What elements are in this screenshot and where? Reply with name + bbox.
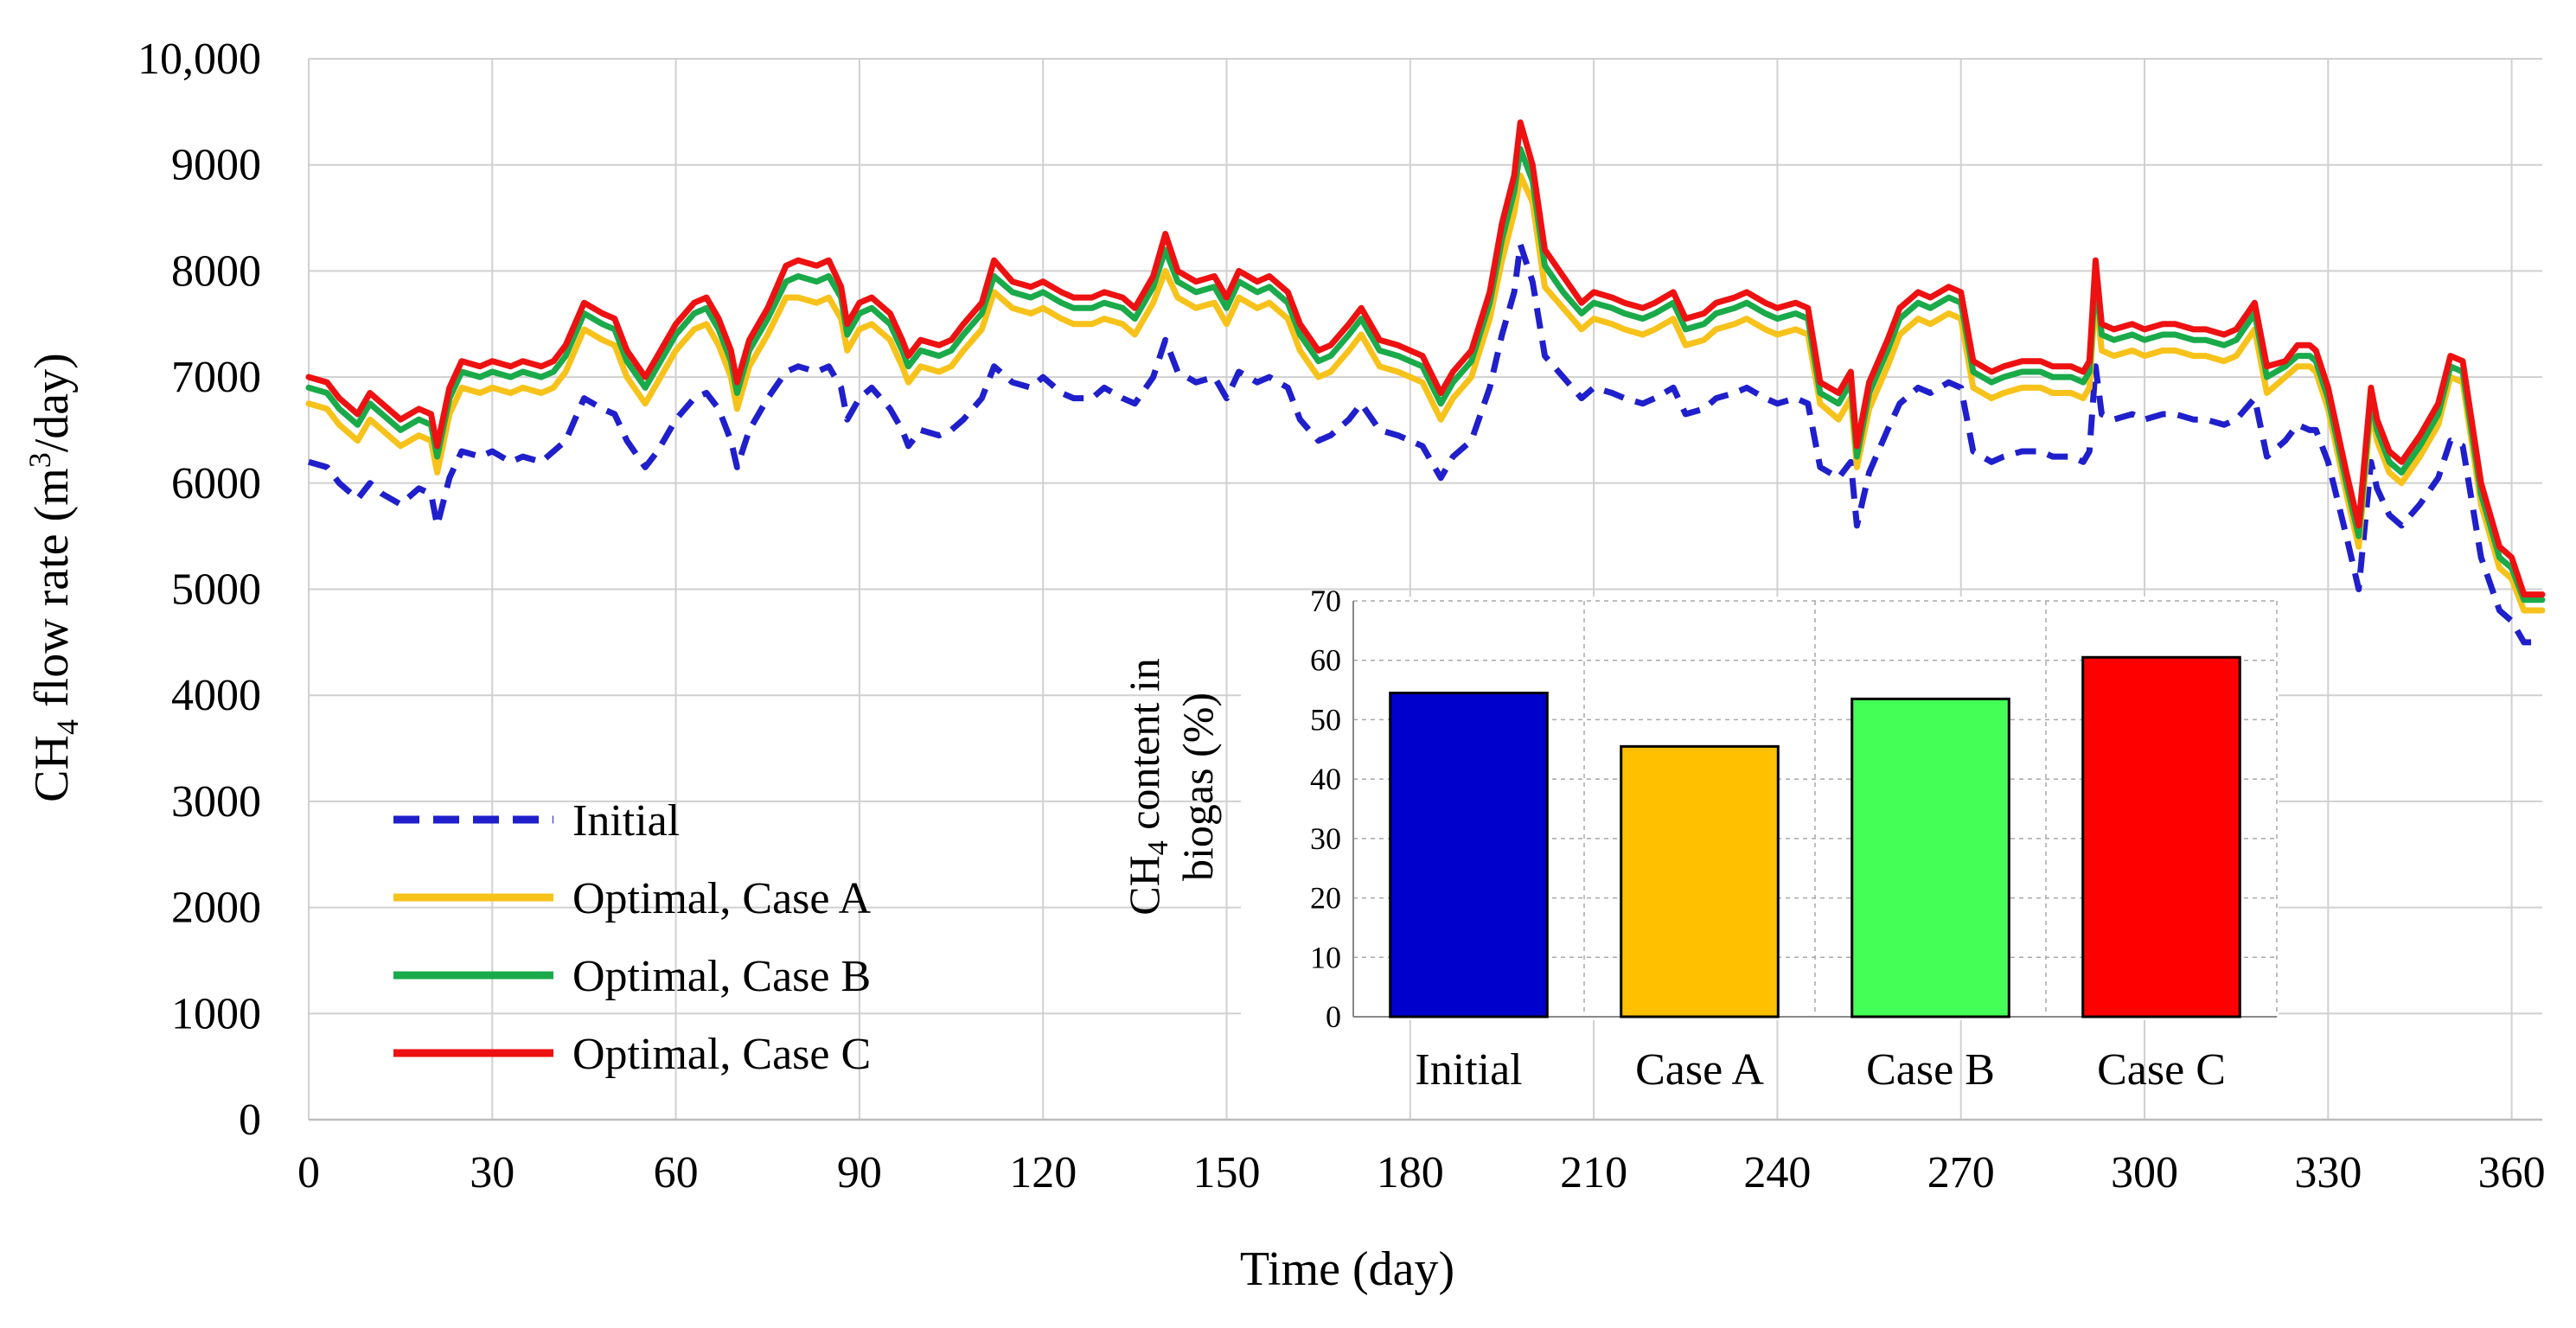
inset-y-tick-label: 0 bbox=[1326, 999, 1341, 1034]
legend-label: Initial bbox=[572, 796, 680, 846]
inset-bar-chart: 0 10 20 30 40 50 60 70 Initial Case A Case B Case … bbox=[1120, 584, 2279, 1095]
inset-y-tick-label: 10 bbox=[1310, 940, 1341, 974]
x-tick-label: 150 bbox=[1193, 1148, 1261, 1197]
main-y-ticks: 0 1000 2000 3000 4000 5000 6000 7000 8000 9000 10,… bbox=[137, 35, 261, 1145]
inset-y-ticks: 0 10 20 30 40 50 60 70 bbox=[1310, 584, 1341, 1034]
inset-y-tick-label: 50 bbox=[1310, 702, 1341, 737]
legend-label: Optimal, Case C bbox=[572, 1030, 871, 1079]
x-axis-label: Time (day) bbox=[1240, 1242, 1454, 1296]
y-tick-label: 6000 bbox=[171, 459, 261, 508]
inset-y-tick-label: 40 bbox=[1310, 762, 1341, 796]
y-tick-label: 0 bbox=[239, 1095, 261, 1145]
inset-y-label-main: CH bbox=[1120, 855, 1168, 915]
x-tick-label: 120 bbox=[1009, 1148, 1077, 1197]
inset-y-tick-label: 30 bbox=[1310, 821, 1341, 856]
y-axis-label-sup: 3 bbox=[22, 452, 57, 468]
inset-bar-initial bbox=[1389, 692, 1549, 1018]
series-line-case-b bbox=[305, 145, 2546, 603]
legend: Initial Optimal, Case A Optimal, Case B Opt… bbox=[393, 796, 872, 1079]
y-tick-label: 3000 bbox=[171, 777, 261, 827]
y-tick-label: 2000 bbox=[171, 884, 261, 933]
y-tick-label: 7000 bbox=[171, 353, 261, 402]
y-axis-label-main: CH bbox=[25, 735, 79, 802]
inset-bar-case-a bbox=[1620, 744, 1780, 1018]
inset-bars bbox=[1389, 655, 2241, 1018]
x-tick-label: 30 bbox=[470, 1148, 515, 1197]
main-x-ticks: 0 30 60 90 120 150 180 210 240 270 300 330 360 bbox=[297, 1148, 2546, 1197]
inset-bar-case-c bbox=[2081, 655, 2241, 1018]
y-axis-label-end: /day) bbox=[25, 353, 79, 452]
x-tick-label: 210 bbox=[1560, 1148, 1627, 1197]
x-tick-label: 360 bbox=[2478, 1148, 2546, 1197]
y-axis-label: CH4 flow rate (m3/day) bbox=[22, 353, 85, 802]
y-tick-label: 4000 bbox=[171, 671, 261, 720]
x-tick-label: 330 bbox=[2294, 1148, 2362, 1197]
inset-y-label-line2: biogas (%) bbox=[1173, 693, 1222, 881]
x-tick-label: 240 bbox=[1743, 1148, 1811, 1197]
inset-y-tick-label: 70 bbox=[1310, 584, 1341, 618]
y-tick-label: 1000 bbox=[171, 989, 261, 1038]
inset-y-tick-label: 60 bbox=[1310, 643, 1341, 678]
x-tick-label: 90 bbox=[837, 1148, 882, 1197]
series-line-case-a bbox=[305, 172, 2546, 614]
inset-y-label-line1: CH4 content in bbox=[1120, 658, 1174, 916]
inset-category-labels: Initial Case A Case B Case C bbox=[1415, 1045, 2225, 1095]
y-axis-label-sub: 4 bbox=[50, 719, 85, 735]
legend-label: Optimal, Case B bbox=[572, 952, 871, 1001]
y-axis-label-rest: flow rate (m bbox=[25, 468, 79, 719]
inset-category-label: Case A bbox=[1635, 1045, 1764, 1095]
legend-label: Optimal, Case A bbox=[572, 874, 872, 923]
inset-category-label: Case C bbox=[2097, 1045, 2226, 1095]
y-tick-label: 9000 bbox=[171, 141, 261, 190]
series-line-initial bbox=[308, 241, 2542, 646]
series-line-case-c bbox=[305, 119, 2546, 598]
inset-category-label: Case B bbox=[1866, 1045, 1995, 1095]
inset-y-label-sub: 4 bbox=[1142, 840, 1174, 855]
inset-bar-case-b bbox=[1851, 697, 2010, 1018]
inset-category-label: Initial bbox=[1415, 1045, 1522, 1095]
y-tick-label: 10,000 bbox=[137, 35, 261, 84]
y-tick-label: 5000 bbox=[171, 565, 261, 615]
main-series bbox=[305, 119, 2546, 646]
x-tick-label: 180 bbox=[1377, 1148, 1444, 1197]
y-tick-label: 8000 bbox=[171, 246, 261, 296]
main-grid bbox=[308, 58, 2542, 1121]
x-tick-label: 60 bbox=[654, 1148, 699, 1197]
x-tick-label: 300 bbox=[2111, 1148, 2178, 1197]
inset-y-label-rest: content in bbox=[1120, 658, 1168, 840]
x-tick-label: 270 bbox=[1927, 1148, 1995, 1197]
inset-y-tick-label: 20 bbox=[1310, 881, 1341, 916]
x-tick-label: 0 bbox=[297, 1148, 320, 1197]
